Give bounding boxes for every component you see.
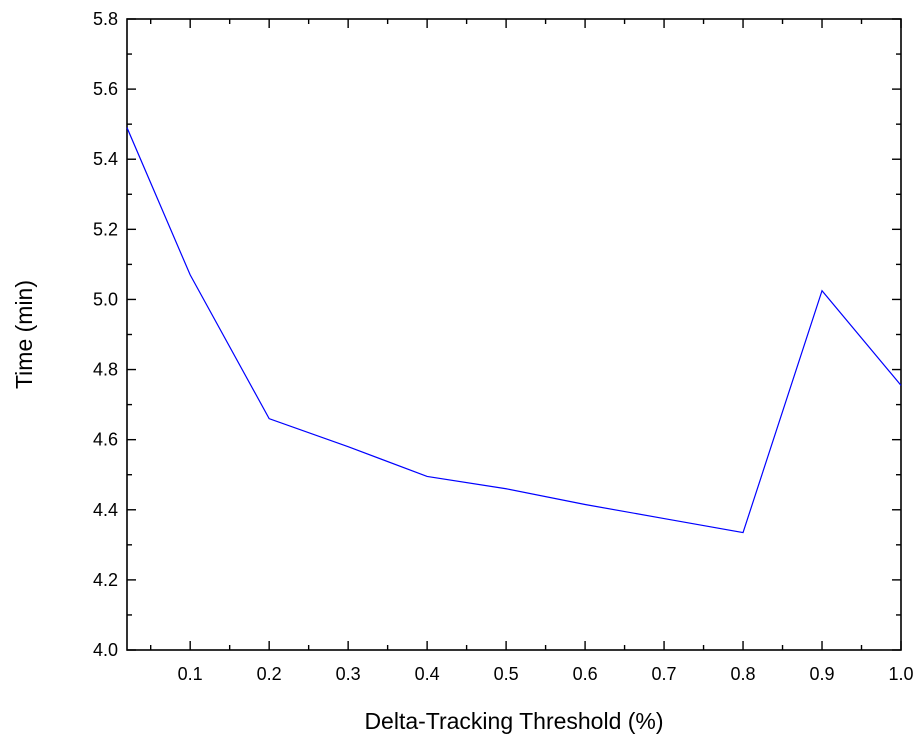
x-tick-label: 0.5 — [494, 664, 519, 684]
y-tick-label: 5.6 — [93, 79, 118, 99]
x-axis-title: Delta-Tracking Threshold (%) — [364, 708, 663, 734]
y-tick-label: 4.8 — [93, 360, 118, 380]
x-tick-label: 0.2 — [257, 664, 282, 684]
y-axis-title: Time (min) — [11, 280, 37, 389]
x-tick-label: 1.0 — [888, 664, 913, 684]
y-tick-label: 5.4 — [93, 149, 118, 169]
series-lines — [126, 127, 902, 534]
y-tick-label: 4.0 — [93, 640, 118, 660]
y-tick-label: 5.8 — [93, 9, 118, 29]
x-tick-label: 0.9 — [810, 664, 835, 684]
y-tick-label: 4.4 — [93, 500, 118, 520]
y-tick-label: 5.0 — [93, 289, 118, 309]
x-tick-label: 0.8 — [731, 664, 756, 684]
x-tick-label: 0.6 — [573, 664, 598, 684]
axis-ticks — [127, 18, 902, 651]
y-tick-label: 5.2 — [93, 219, 118, 239]
y-tick-label: 4.2 — [93, 570, 118, 590]
x-tick-label: 0.4 — [415, 664, 440, 684]
series-line-0 — [126, 127, 902, 534]
y-tick-label: 4.6 — [93, 430, 118, 450]
x-tick-label: 0.3 — [336, 664, 361, 684]
plot-frame — [126, 18, 902, 651]
x-tick-label: 0.1 — [178, 664, 203, 684]
tick-labels: 0.1 0.2 0.3 0.4 0.5 0.6 0.7 0.8 0.9 1.0 4.0 4.2 4.4 4… — [93, 9, 914, 684]
x-tick-label: 0.7 — [652, 664, 677, 684]
